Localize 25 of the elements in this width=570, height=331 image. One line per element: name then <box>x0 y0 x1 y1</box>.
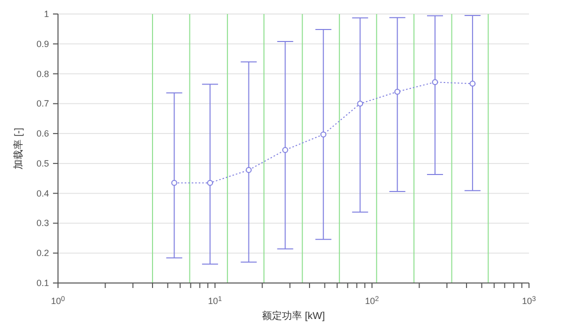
point <box>320 131 326 138</box>
point <box>432 79 438 86</box>
y-tick-label: 0.7 <box>36 98 49 109</box>
point <box>246 167 252 174</box>
y-tick-label: 0.6 <box>36 128 49 139</box>
x-tick-label: 10$^{2}$ <box>365 296 380 306</box>
y-tick-label: 0.5 <box>36 158 49 168</box>
point <box>171 180 178 186</box>
point <box>394 88 400 95</box>
x-tick-label: 10$^{3}$ <box>522 296 536 306</box>
y-tick-label: 0.2 <box>36 248 49 258</box>
y-tick-label: 0.9 <box>36 38 49 49</box>
point <box>282 146 288 153</box>
x-axis-title: 额定功率 [kW] <box>262 310 326 322</box>
y-tick-label: 1 <box>44 9 49 19</box>
y-tick-label: 0.4 <box>36 188 49 198</box>
x-tick-label: 10$^{0}$ <box>51 296 66 306</box>
y-tick-label: 0.8 <box>36 68 49 79</box>
point <box>207 180 214 186</box>
y-tick-label: 0.3 <box>36 218 49 228</box>
point <box>470 80 476 87</box>
point <box>357 100 364 107</box>
x-tick-label: 10$^{1}$ <box>208 296 222 306</box>
y-tick-label: 0.1 <box>36 278 49 288</box>
y-axis-title: 加载率 [-] <box>12 127 25 170</box>
